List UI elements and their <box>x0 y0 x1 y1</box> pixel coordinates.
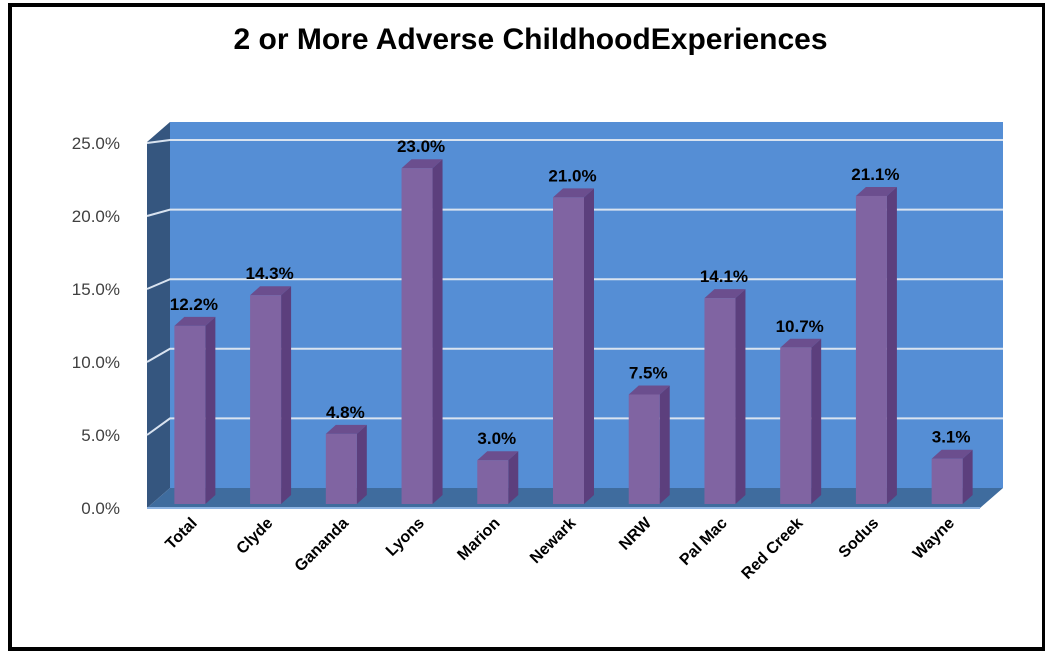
y-tick-label: 0.0% <box>81 499 120 518</box>
y-tick-label: 10.0% <box>72 353 120 372</box>
y-tick-label: 15.0% <box>72 280 120 299</box>
bar-side <box>584 188 594 504</box>
x-tick-label: Sodus <box>836 515 883 562</box>
data-label: 12.2% <box>170 295 218 314</box>
bar-side <box>735 289 746 504</box>
data-label: 23.0% <box>397 137 445 156</box>
gridline <box>146 208 1003 217</box>
bar-side <box>281 286 292 504</box>
bar-top <box>174 316 216 326</box>
bar-red-creek <box>780 347 812 504</box>
bar-side <box>962 449 973 504</box>
bar-top <box>477 451 519 461</box>
bar-gananda <box>325 433 357 504</box>
bar-side <box>659 385 670 504</box>
bar-top <box>250 286 292 296</box>
y-tick-label: 20.0% <box>72 207 120 226</box>
data-label: 10.7% <box>776 317 824 336</box>
x-tick-label: Pal Mac <box>677 515 731 569</box>
y-tick-label: 5.0% <box>81 426 120 445</box>
x-tick-label: Clyde <box>234 515 277 558</box>
x-tick-label: Gananda <box>292 515 353 576</box>
data-label: 21.1% <box>851 165 899 184</box>
bar-newark <box>553 197 584 504</box>
bar-side <box>508 451 519 504</box>
bar-clyde <box>250 295 282 504</box>
x-tick-label: Red Creek <box>739 515 807 583</box>
x-tick-label: Marion <box>454 515 503 564</box>
y-tick-label: 25.0% <box>72 134 120 153</box>
chart-title: 2 or More Adverse ChildhoodExperiences <box>233 23 828 56</box>
x-tick-label: Newark <box>527 515 579 567</box>
bar-side <box>205 316 216 504</box>
gridline <box>146 139 1003 144</box>
bar-side <box>811 338 822 504</box>
bar-top <box>780 338 822 348</box>
data-label: 3.0% <box>477 429 516 448</box>
bar-wayne <box>931 458 963 504</box>
bar-total <box>174 325 206 504</box>
bar-side <box>356 424 367 504</box>
bar-lyons <box>401 168 433 504</box>
bar-top <box>553 188 594 198</box>
x-tick-label: Total <box>162 515 200 553</box>
gridline <box>146 278 1003 290</box>
plot-side-wall <box>147 122 170 508</box>
bar-top <box>628 385 670 395</box>
bar-nrw <box>628 394 660 504</box>
bar-top <box>325 424 367 434</box>
bar-top <box>704 289 746 299</box>
data-label: 14.3% <box>245 264 293 283</box>
bar-marion <box>477 460 509 504</box>
data-label: 7.5% <box>629 364 668 383</box>
x-tick-label: Lyons <box>383 515 428 560</box>
data-label: 14.1% <box>700 267 748 286</box>
bar-top <box>931 449 973 459</box>
x-tick-label: Wayne <box>910 515 958 563</box>
data-label: 3.1% <box>932 428 971 447</box>
bar-side <box>432 159 443 504</box>
bar-side <box>886 186 897 504</box>
data-label: 4.8% <box>326 403 365 422</box>
bar-pal-mac <box>704 298 736 504</box>
x-tick-label: NRW <box>616 514 655 553</box>
data-label: 21.0% <box>548 166 596 185</box>
bar-top <box>401 159 443 169</box>
bar-top <box>855 186 897 196</box>
bar-sodus <box>855 195 887 504</box>
